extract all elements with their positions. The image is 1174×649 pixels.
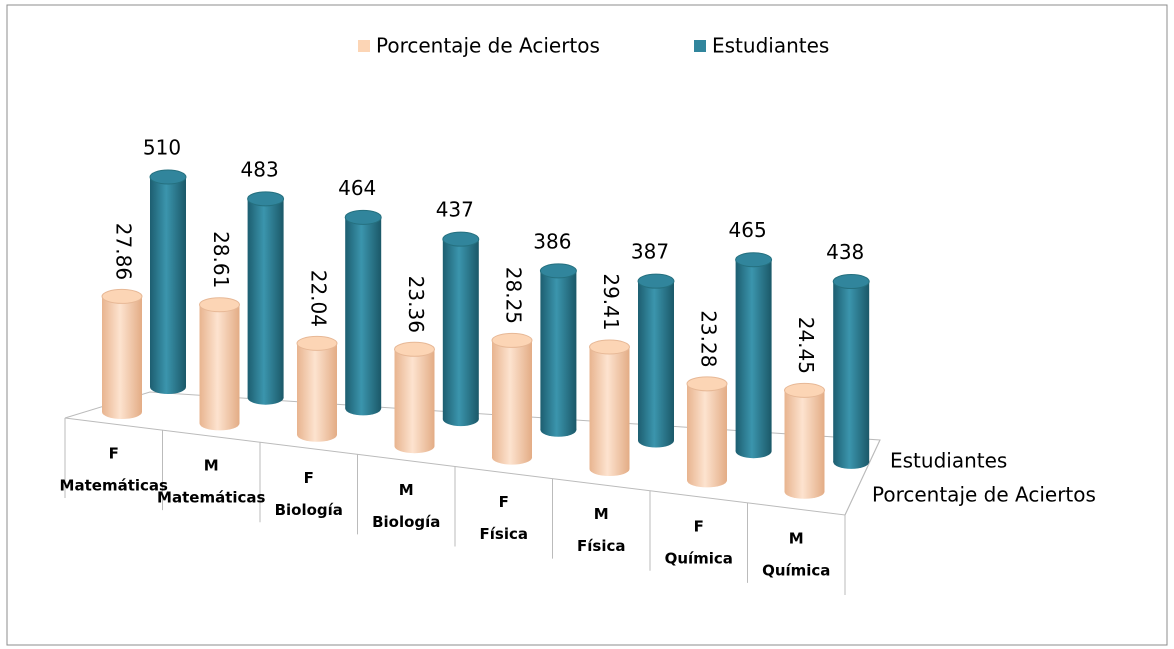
category-label: Química bbox=[665, 549, 733, 567]
cylinder-top bbox=[832, 274, 870, 290]
cylinder-top bbox=[199, 297, 240, 313]
cylinder-top bbox=[442, 231, 480, 247]
category-label: Matemáticas bbox=[157, 489, 265, 507]
bar bbox=[394, 349, 435, 447]
data-label: 28.25 bbox=[502, 267, 526, 324]
data-label: 386 bbox=[533, 229, 571, 253]
cylinder-top bbox=[637, 273, 675, 289]
bar bbox=[247, 198, 284, 398]
cylinder-top bbox=[101, 288, 143, 304]
data-label: 464 bbox=[338, 176, 376, 200]
legend-swatch bbox=[358, 40, 370, 52]
bar bbox=[638, 281, 674, 441]
category-label: M bbox=[594, 505, 609, 523]
bar bbox=[442, 239, 479, 420]
data-label: 438 bbox=[826, 240, 864, 264]
cylinder-top bbox=[344, 209, 382, 225]
category-label: M bbox=[399, 481, 414, 499]
cylinder-top bbox=[247, 191, 285, 207]
category-label: F bbox=[304, 469, 314, 487]
bar bbox=[833, 281, 870, 462]
cylinder-top bbox=[394, 341, 435, 357]
depth-label: Porcentaje de Aciertos bbox=[872, 483, 1096, 507]
data-label: 29.41 bbox=[599, 273, 623, 330]
data-label: 23.28 bbox=[697, 310, 721, 367]
category-label: Matemáticas bbox=[60, 477, 168, 495]
bar bbox=[297, 343, 337, 435]
cylinder-top bbox=[539, 263, 577, 279]
cylinder-top bbox=[686, 376, 728, 392]
bar bbox=[540, 270, 577, 430]
data-label: 465 bbox=[729, 218, 767, 242]
category-label: F bbox=[694, 517, 704, 535]
data-label: 28.61 bbox=[209, 231, 233, 288]
category-label: F bbox=[109, 445, 119, 463]
category-label: Biología bbox=[372, 513, 440, 531]
legend-swatch bbox=[694, 40, 706, 52]
cylinder-top bbox=[149, 169, 187, 185]
bar bbox=[199, 304, 240, 424]
category-label: M bbox=[789, 529, 804, 547]
bar bbox=[687, 383, 727, 481]
data-label: 23.36 bbox=[404, 276, 428, 333]
data-label: 437 bbox=[436, 198, 474, 222]
data-label: 22.04 bbox=[307, 270, 331, 327]
data-label: 24.45 bbox=[794, 317, 818, 374]
data-label: 387 bbox=[631, 240, 669, 264]
cylinder-top bbox=[589, 339, 630, 355]
depth-label: Estudiantes bbox=[890, 449, 1007, 473]
cylinder-top bbox=[735, 252, 773, 268]
legend-label: Porcentaje de Aciertos bbox=[376, 34, 600, 58]
bar bbox=[735, 259, 772, 452]
category-label: F bbox=[499, 493, 509, 511]
bar bbox=[150, 177, 186, 387]
bar bbox=[492, 340, 532, 458]
bar bbox=[784, 390, 825, 492]
cylinder-top bbox=[296, 335, 338, 351]
cylinder-top bbox=[491, 332, 533, 348]
bar bbox=[345, 217, 382, 409]
category-label: Biología bbox=[275, 501, 343, 519]
data-label: 27.86 bbox=[112, 223, 136, 280]
depth-axis bbox=[844, 439, 881, 516]
legend-label: Estudiantes bbox=[712, 34, 829, 58]
cylinder-top bbox=[784, 382, 825, 398]
category-label: Física bbox=[480, 525, 528, 543]
category-label: M bbox=[204, 457, 219, 475]
data-label: 483 bbox=[241, 157, 279, 181]
data-label: 510 bbox=[143, 136, 181, 160]
bar bbox=[102, 296, 142, 412]
bar bbox=[589, 347, 630, 469]
category-label: Física bbox=[577, 537, 625, 555]
category-label: Química bbox=[762, 561, 830, 579]
